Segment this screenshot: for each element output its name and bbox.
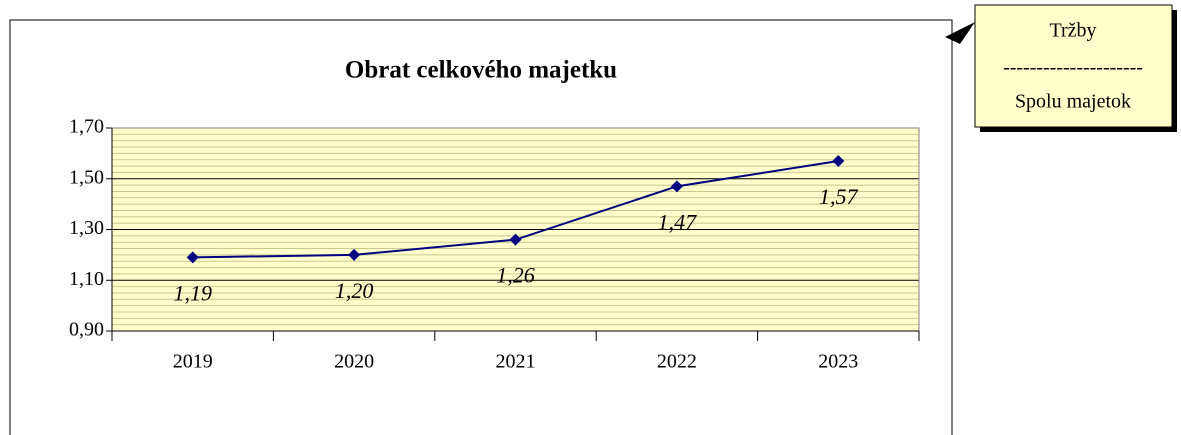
data-label: 1,20 <box>335 278 374 303</box>
marker <box>509 233 522 246</box>
x-tick-label: 2019 <box>173 351 213 373</box>
data-label: 1,26 <box>496 263 535 288</box>
marker <box>348 248 361 261</box>
marker <box>186 251 199 264</box>
callout-arrow <box>945 22 975 44</box>
data-label: 1,47 <box>658 209 698 234</box>
y-tick-label: 1,30 <box>69 217 104 239</box>
x-tick-label: 2023 <box>818 351 858 373</box>
y-tick-label: 0,90 <box>69 319 104 341</box>
chart-title: Obrat celkového majetku <box>345 57 617 84</box>
y-tick-label: 1,70 <box>69 116 104 138</box>
y-tick-label: 1,10 <box>69 268 104 290</box>
callout-text: Spolu majetok <box>1015 91 1131 113</box>
x-tick-label: 2022 <box>657 351 697 373</box>
x-tick-label: 2020 <box>334 351 374 373</box>
callout-box <box>974 4 1173 128</box>
callout-text: Tržby <box>1049 20 1096 42</box>
data-label: 1,57 <box>819 184 859 209</box>
x-tick-label: 2021 <box>496 351 536 373</box>
callout-text: --------------------- <box>1003 57 1143 79</box>
data-label: 1,19 <box>173 280 212 305</box>
y-tick-label: 1,50 <box>69 166 104 188</box>
marker <box>670 180 683 193</box>
marker <box>832 154 845 167</box>
